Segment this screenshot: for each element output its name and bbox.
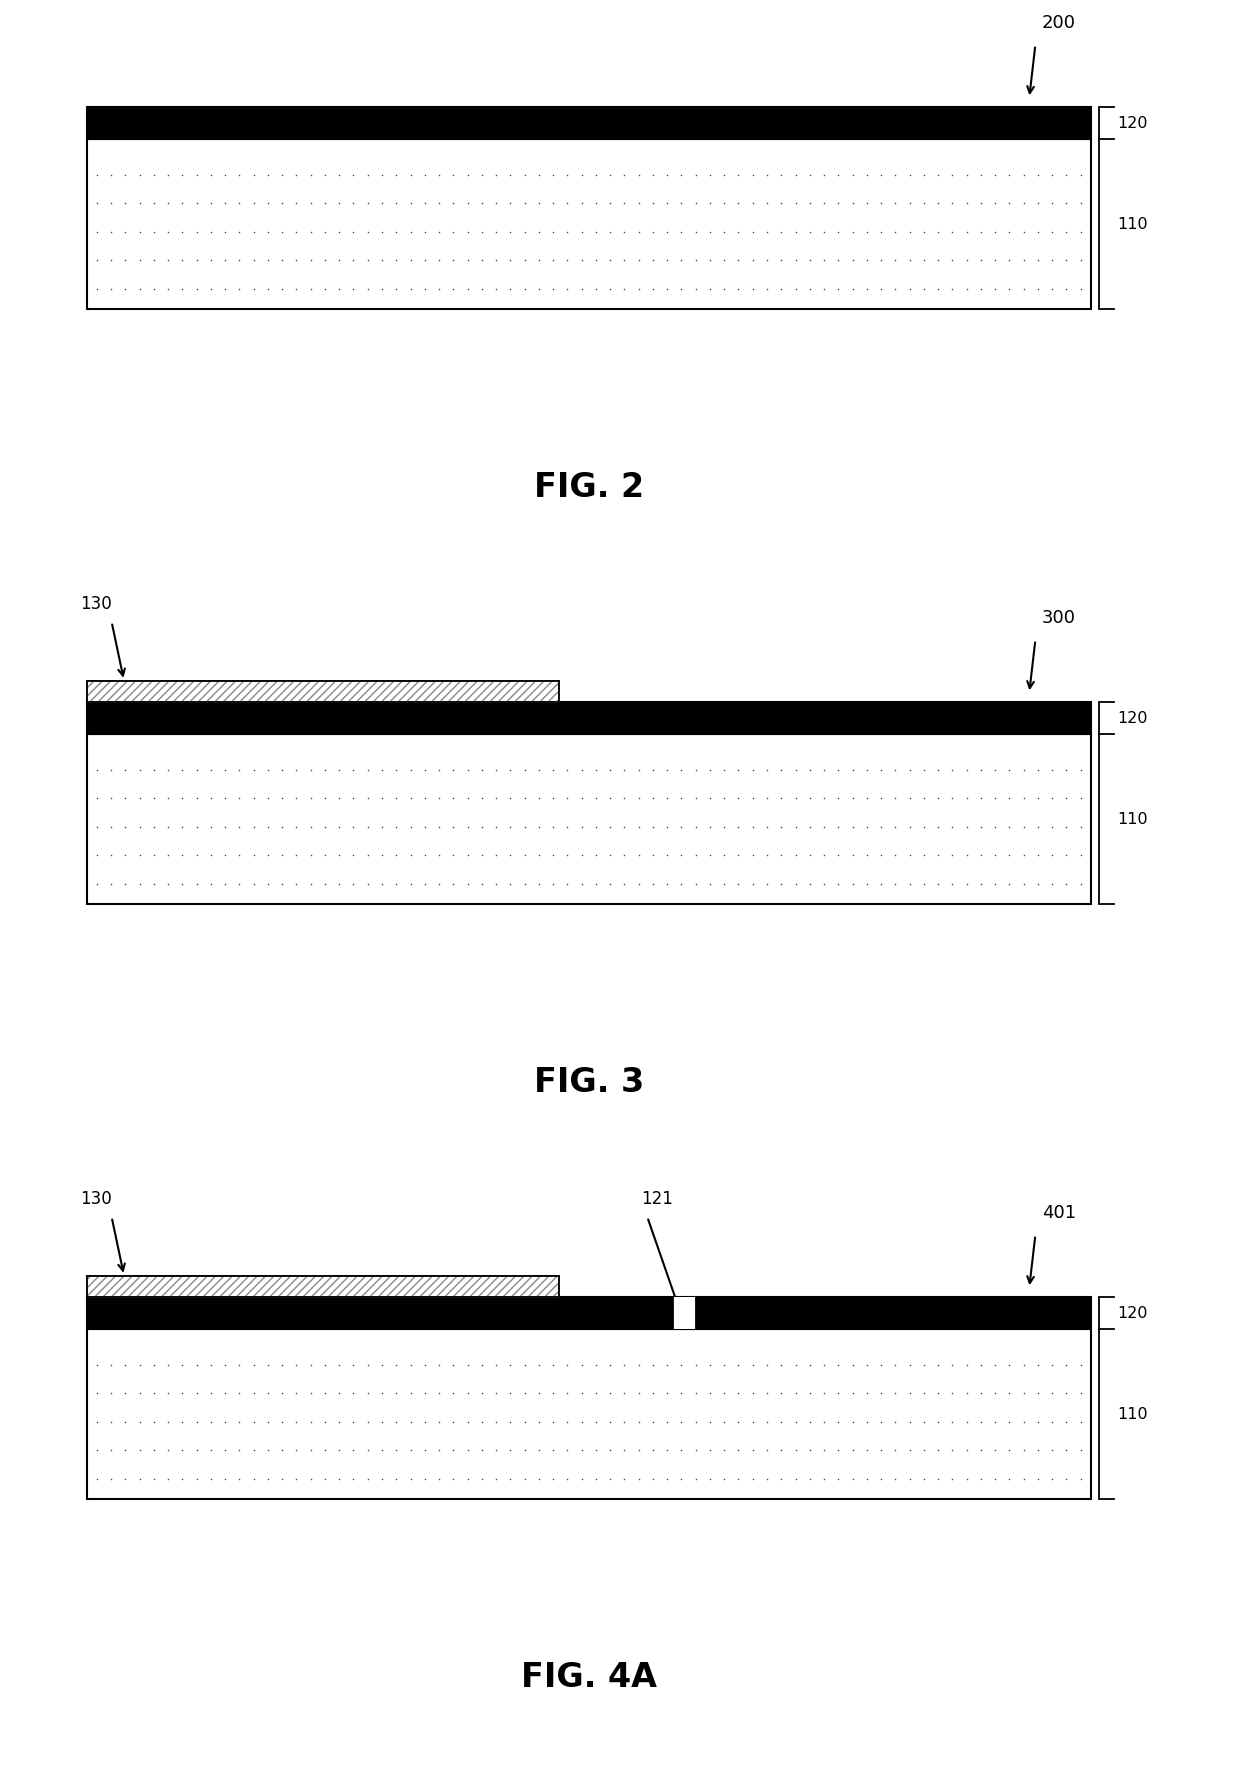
Text: FIG. 3: FIG. 3 — [534, 1066, 644, 1100]
Text: 120: 120 — [1117, 710, 1148, 726]
Text: 110: 110 — [1117, 812, 1148, 826]
Bar — [87, 702, 1091, 734]
Bar — [87, 107, 1091, 139]
Bar — [87, 680, 559, 702]
Text: FIG. 2: FIG. 2 — [534, 471, 644, 505]
Bar — [87, 702, 1091, 734]
Bar — [87, 1298, 1091, 1330]
Bar — [87, 1298, 1091, 1330]
Text: 200: 200 — [1042, 14, 1075, 32]
Text: 130: 130 — [81, 594, 113, 612]
Bar — [673, 1298, 696, 1330]
Text: 120: 120 — [1117, 1305, 1148, 1321]
Text: 300: 300 — [1042, 609, 1075, 627]
Bar — [87, 1330, 1091, 1499]
Bar — [87, 107, 1091, 139]
Text: 401: 401 — [1042, 1205, 1076, 1223]
Text: 121: 121 — [641, 1191, 673, 1208]
Text: 110: 110 — [1117, 1407, 1148, 1421]
Text: FIG. 4A: FIG. 4A — [521, 1662, 657, 1694]
Bar — [87, 1276, 559, 1298]
Bar — [87, 680, 559, 702]
Bar — [87, 734, 1091, 903]
Text: 130: 130 — [81, 1191, 113, 1208]
Bar — [87, 139, 1091, 309]
Bar — [87, 1276, 559, 1298]
Bar — [87, 680, 559, 702]
Text: 110: 110 — [1117, 216, 1148, 232]
Text: 120: 120 — [1117, 116, 1148, 130]
Bar — [87, 1276, 559, 1298]
